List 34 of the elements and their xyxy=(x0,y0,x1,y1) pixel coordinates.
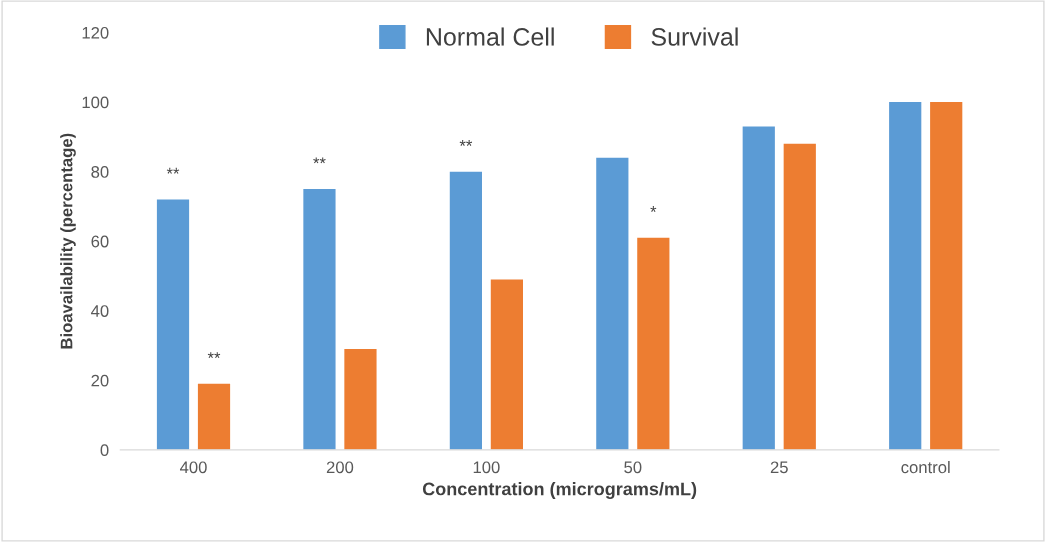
legend-label: Survival xyxy=(651,27,738,46)
y-tick-label: 20 xyxy=(91,374,109,387)
bar xyxy=(490,279,523,450)
x-tick-label: 400 xyxy=(179,461,207,474)
annotation: ** xyxy=(459,140,473,146)
bar xyxy=(596,157,629,450)
legend-label: Normal Cell xyxy=(426,27,554,46)
bar xyxy=(742,126,775,450)
bar xyxy=(197,383,231,450)
x-tick-label: 100 xyxy=(473,461,500,474)
bar xyxy=(344,349,377,450)
bar xyxy=(783,143,816,450)
y-tick-label: 60 xyxy=(91,235,109,248)
y-tick-label: 40 xyxy=(91,305,109,317)
bar xyxy=(303,189,336,450)
bar xyxy=(889,102,922,450)
annotation: ** xyxy=(166,167,180,174)
y-tick-label: 0 xyxy=(100,444,109,457)
annotation: ** xyxy=(207,352,221,359)
bar xyxy=(930,102,963,450)
x-axis-title: Concentration (micrograms/mL) xyxy=(422,482,697,499)
x-tick-label: 50 xyxy=(624,461,642,474)
y-tick-label: 100 xyxy=(82,96,109,109)
y-tick-label: 120 xyxy=(82,26,109,39)
bar xyxy=(156,199,190,450)
x-tick-label: 25 xyxy=(770,461,788,474)
annotation: ** xyxy=(313,157,326,164)
annotation: * xyxy=(650,206,657,212)
bar xyxy=(637,237,670,450)
x-tick-label: 200 xyxy=(326,461,354,474)
y-tick-label: 80 xyxy=(91,166,109,178)
y-axis-title: Bioavailability (percentage) xyxy=(60,133,76,349)
x-tick-label: control xyxy=(901,460,950,474)
bar xyxy=(449,171,482,450)
